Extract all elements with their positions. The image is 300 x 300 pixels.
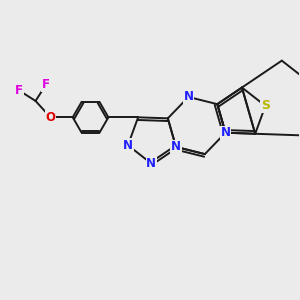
Text: F: F	[42, 78, 50, 91]
Text: O: O	[45, 111, 56, 124]
Text: N: N	[123, 139, 133, 152]
Text: N: N	[220, 126, 230, 139]
Text: N: N	[171, 140, 181, 153]
Text: N: N	[184, 91, 194, 103]
Text: F: F	[15, 84, 23, 97]
Text: S: S	[261, 99, 270, 112]
Text: N: N	[146, 157, 156, 170]
